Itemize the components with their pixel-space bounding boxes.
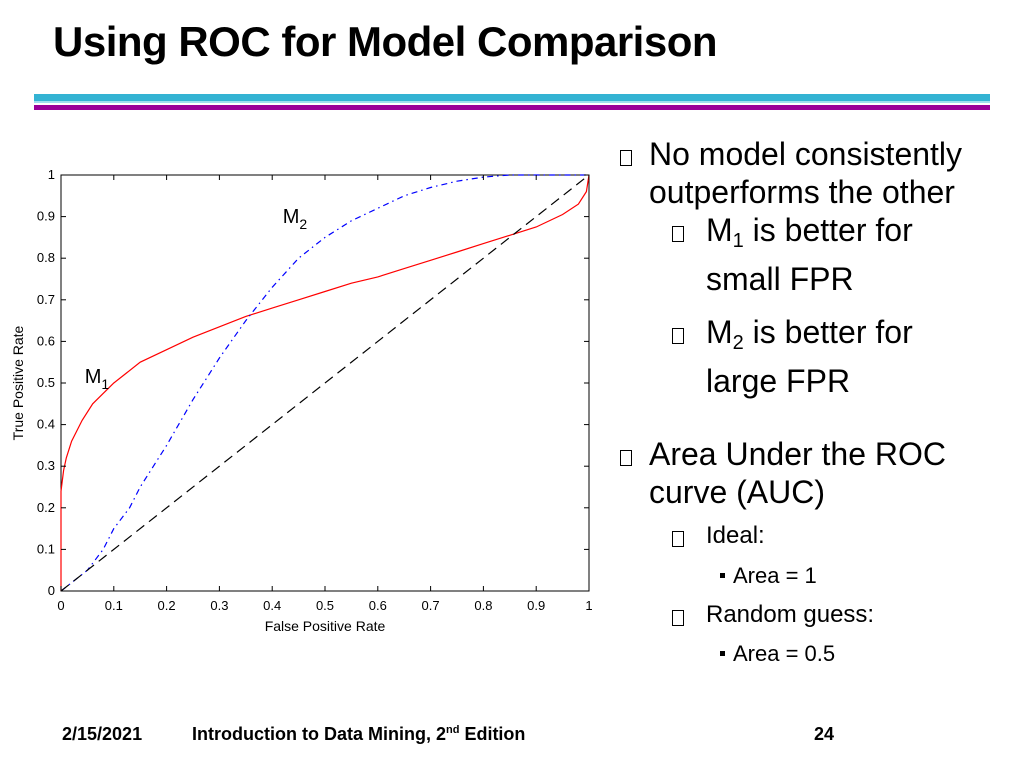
bullet-text: is better for xyxy=(743,314,913,350)
bullet-auc: Area Under the ROC curve (AUC) xyxy=(612,435,1012,511)
bullet-text: Area Under the ROC xyxy=(649,436,947,472)
bullet-ideal: Ideal: xyxy=(612,521,1012,551)
x-tick-label: 0.4 xyxy=(263,598,281,613)
title-rule-cyan xyxy=(34,94,990,101)
curve-label-main: M xyxy=(283,206,300,228)
y-tick-label: 0.8 xyxy=(37,250,55,265)
bullet-box-icon xyxy=(672,328,684,344)
bullet-text: M xyxy=(706,314,733,350)
y-tick-label: 0 xyxy=(48,583,55,598)
title-rule-light xyxy=(34,101,990,103)
bullet-text: curve (AUC) xyxy=(649,474,826,510)
footer-book: Introduction to Data Mining, 2nd Edition xyxy=(192,724,525,745)
roc-curves xyxy=(60,174,590,592)
square-bullet-icon xyxy=(720,573,725,578)
title-rule-purple xyxy=(34,105,990,110)
bullet-random-area: Area = 0.5 xyxy=(612,639,1012,669)
x-tick-label: 0.7 xyxy=(422,598,440,613)
footer-page-number: 24 xyxy=(814,724,835,744)
y-axis-label: True Positive Rate xyxy=(10,325,26,440)
footer-book-text-end: Edition xyxy=(459,724,526,744)
bullet-list: No model consistently outperforms the ot… xyxy=(612,135,1012,669)
bullet-text: Area = 0.5 xyxy=(733,641,836,666)
series-line-m1 xyxy=(60,174,590,591)
bullet-text: Area = 1 xyxy=(733,563,817,588)
bullet-m1: M1 is better for small FPR xyxy=(612,211,1012,298)
y-tick-label: 0.4 xyxy=(37,417,55,432)
y-tick-label: 0.1 xyxy=(37,541,55,556)
bullet-box-icon xyxy=(620,150,632,166)
x-tick-label: 1 xyxy=(585,598,592,613)
square-bullet-icon xyxy=(720,651,725,656)
bullet-text: No model consistently xyxy=(649,136,963,172)
x-tick-label: 0 xyxy=(57,598,64,613)
y-tick-label: 0.9 xyxy=(37,209,55,224)
curve-label-subscript: 2 xyxy=(299,216,307,232)
x-tick-label: 0.5 xyxy=(316,598,334,613)
bullet-box-icon xyxy=(672,226,684,242)
bullet-text: large FPR xyxy=(706,363,851,399)
bullet-text: is better for xyxy=(743,212,913,248)
x-axis-label: False Positive Rate xyxy=(265,618,386,634)
curve-label-m1: M1 xyxy=(85,366,110,392)
bullet-text: Ideal: xyxy=(706,522,765,549)
bullet-subscript: 1 xyxy=(732,230,744,252)
y-tick-label: 0.7 xyxy=(37,292,55,307)
bullet-ideal-area: Area = 1 xyxy=(612,561,1012,591)
x-tick-label: 0.2 xyxy=(158,598,176,613)
series-line-m2 xyxy=(60,174,589,592)
footer-date: 2/15/2021 xyxy=(62,724,143,744)
curve-label-subscript: 1 xyxy=(101,376,109,392)
series-line-diagonal xyxy=(60,174,590,592)
footer-book-sup: nd xyxy=(445,724,460,736)
curve-label-main: M xyxy=(85,366,102,388)
footer-book-text: Introduction to Data Mining, 2 xyxy=(192,724,446,744)
bullet-box-icon xyxy=(672,531,684,547)
y-tick-label: 0.2 xyxy=(37,500,55,515)
y-tick-label: 0.6 xyxy=(37,333,55,348)
roc-chart: 0 0.1 0.2 0.3 0.4 0.5 0.6 0.7 0.8 0.9 1 0 0.1 0.2 0.3 0… xyxy=(10,167,593,634)
bullet-text: Random guess: xyxy=(706,601,875,628)
y-tick-label: 0.3 xyxy=(37,458,55,473)
x-tick-label: 0.8 xyxy=(474,598,492,613)
bullet-random: Random guess: xyxy=(612,600,1012,630)
x-tick-label: 0.3 xyxy=(210,598,228,613)
bullet-box-icon xyxy=(620,450,632,466)
bullet-text: outperforms the other xyxy=(649,174,955,210)
axis-ticks: 0 0.1 0.2 0.3 0.4 0.5 0.6 0.7 0.8 0.9 1 0 0.1 0.2 0.3 0… xyxy=(37,167,593,613)
bullet-m2: M2 is better for large FPR xyxy=(612,313,1012,400)
bullet-subscript: 2 xyxy=(732,332,744,354)
x-tick-label: 0.1 xyxy=(105,598,123,613)
x-tick-label: 0.6 xyxy=(369,598,387,613)
page-title: Using ROC for Model Comparison xyxy=(53,18,718,65)
bullet-no-model: No model consistently outperforms the ot… xyxy=(612,135,1012,211)
bullet-box-icon xyxy=(672,610,684,626)
curve-label-m2: M2 xyxy=(283,206,308,232)
bullet-text: small FPR xyxy=(706,261,854,297)
y-tick-label: 1 xyxy=(48,167,55,182)
bullet-text: M xyxy=(706,212,733,248)
x-tick-label: 0.9 xyxy=(527,598,545,613)
y-tick-label: 0.5 xyxy=(37,375,55,390)
